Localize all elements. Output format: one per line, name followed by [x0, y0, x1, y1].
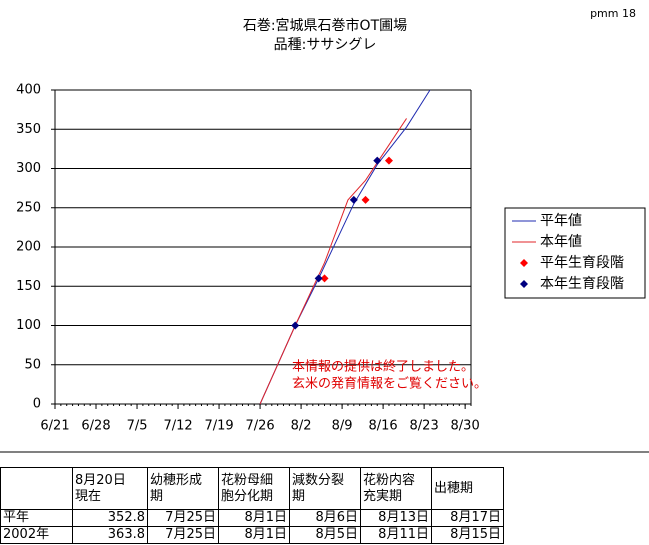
y-tick-label: 350 — [16, 122, 41, 137]
stage-marker — [373, 156, 382, 165]
table-cell: 8月20日 現在 — [72, 467, 148, 510]
stage-marker — [384, 156, 393, 165]
table-cell: 8月1日 — [218, 509, 290, 527]
legend-box — [504, 207, 646, 299]
x-tick-label: 8/2 — [291, 419, 312, 434]
stage-marker — [291, 321, 300, 330]
x-tick-label: 8/9 — [332, 419, 353, 434]
table-cell: 8月15日 — [431, 526, 504, 544]
y-tick-label: 200 — [16, 240, 41, 255]
table-cell: 7月25日 — [147, 509, 219, 527]
table-cell — [0, 467, 73, 510]
annotation: 玄米の発育情報をご覧ください。 — [292, 376, 487, 392]
table-cell: 8月11日 — [360, 526, 432, 544]
x-tick-label: 6/21 — [40, 419, 69, 434]
table-cell: 出穂期 — [431, 467, 504, 510]
y-tick-label: 50 — [24, 357, 41, 372]
legend-swatch — [520, 259, 528, 267]
stage-marker — [349, 195, 358, 204]
chart-subtitle: 品種:ササシグレ — [274, 37, 377, 53]
x-tick-label: 8/30 — [451, 419, 480, 434]
annotation: 本情報の提供は終了しました。 — [292, 359, 474, 375]
series-line — [259, 118, 407, 405]
x-tick-label: 8/16 — [369, 419, 398, 434]
legend-label: 平年値 — [540, 213, 582, 229]
table-cell: 8月17日 — [431, 509, 504, 527]
table-row: 平年 352.8 7月25日 8月1日 8月6日 8月13日 8月17日 — [0, 509, 504, 527]
table-cell: 2002年 — [0, 526, 73, 544]
x-tick-label: 7/5 — [127, 419, 148, 434]
x-tick-label: 7/19 — [204, 419, 233, 434]
x-tick-label: 6/28 — [81, 419, 110, 434]
table-cell: 8月1日 — [218, 526, 290, 544]
y-tick-label: 100 — [16, 318, 41, 333]
table-cell: 363.8 — [72, 526, 148, 544]
table-row: 2002年 363.8 7月25日 8月1日 8月5日 8月11日 8月15日 — [0, 526, 504, 544]
table-cell: 8月5日 — [289, 526, 361, 544]
legend-label: 本年生育段階 — [540, 276, 624, 292]
y-tick-label: 250 — [16, 200, 41, 215]
chart-title: 石巻:宮城県石巻市OT圃場 — [243, 17, 407, 34]
table-cell: 352.8 — [72, 509, 148, 527]
y-tick-label: 150 — [16, 279, 41, 294]
x-tick-label: 8/23 — [410, 419, 439, 434]
table-cell: 花粉母細 胞分化期 — [218, 467, 290, 510]
table-cell: 7月25日 — [147, 526, 219, 544]
table-cell: 平年 — [0, 509, 73, 527]
y-tick-label: 400 — [16, 83, 41, 98]
corner-note: pmm 18 — [590, 7, 636, 20]
table-cell: 減数分裂 期 — [289, 467, 361, 510]
stage-marker — [320, 274, 329, 283]
table-cell: 花粉内容 充実期 — [360, 467, 432, 510]
legend-label: 平年生育段階 — [540, 255, 624, 271]
legend-label: 本年値 — [540, 234, 582, 250]
x-tick-label: 7/26 — [245, 419, 274, 434]
data-table: 8月20日 現在 幼穂形成 期花粉母細 胞分化期 減数分裂 期花粉内容 充実期 出穂期… — [0, 467, 504, 544]
table-cell: 8月13日 — [360, 509, 432, 527]
stage-marker — [361, 195, 370, 204]
table-header: 8月20日 現在 幼穂形成 期花粉母細 胞分化期 減数分裂 期花粉内容 充実期 出穂期 — [0, 467, 504, 510]
table-cell: 幼穂形成 期 — [147, 467, 219, 510]
y-tick-label: 300 — [16, 161, 41, 176]
legend-swatch — [520, 280, 528, 288]
stage-marker — [314, 274, 323, 283]
x-tick-label: 7/12 — [163, 419, 192, 434]
y-tick-label: 0 — [33, 397, 41, 412]
table-cell: 8月6日 — [289, 509, 361, 527]
